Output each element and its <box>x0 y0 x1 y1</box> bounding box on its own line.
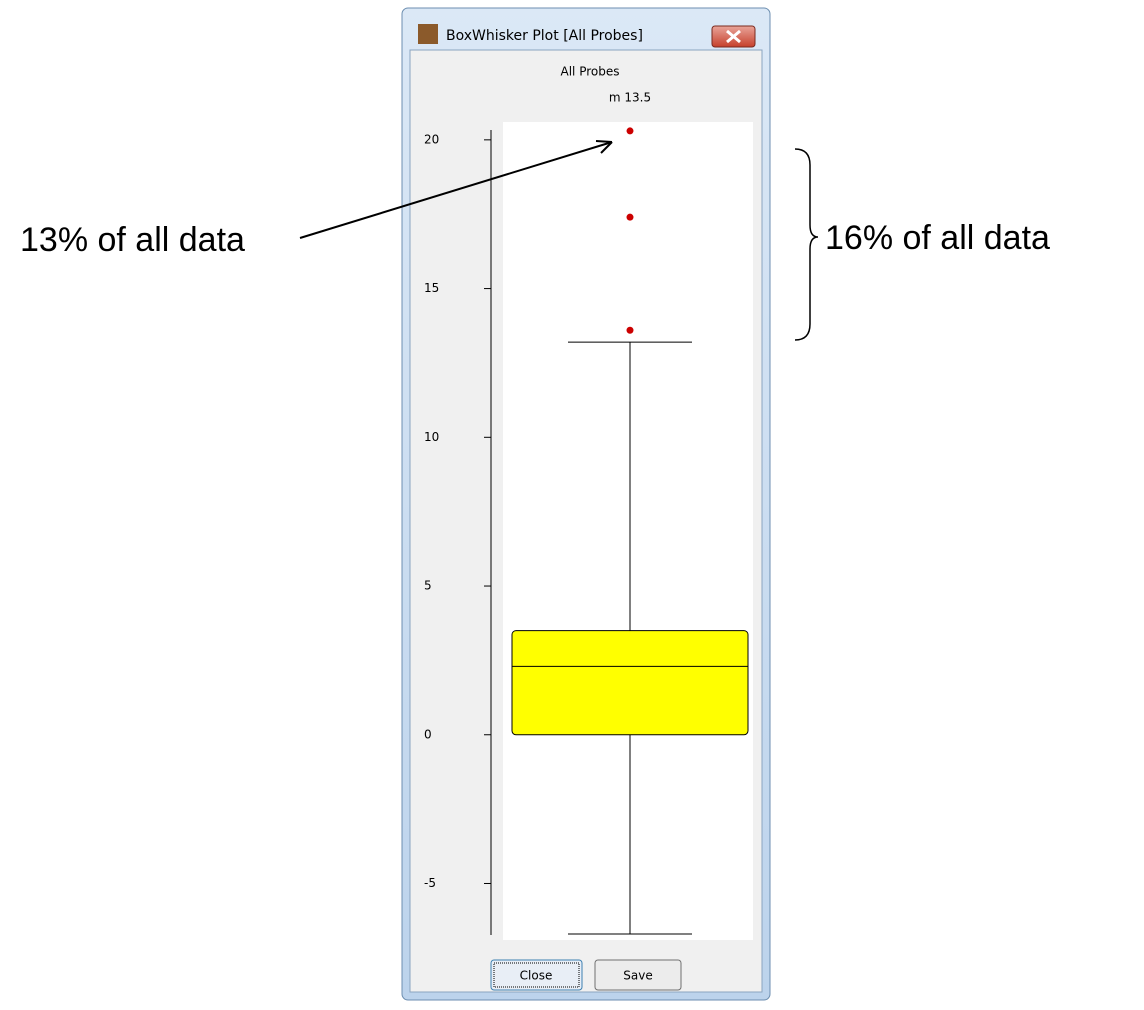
button-label[interactable]: Save <box>623 969 652 983</box>
close-window-button[interactable] <box>711 25 756 48</box>
y-tick-label: 5 <box>424 579 432 593</box>
annotation-bracket <box>794 148 819 341</box>
button-label[interactable]: Close <box>520 969 553 983</box>
window-title: BoxWhisker Plot [All Probes] <box>446 28 643 44</box>
y-tick-label: 0 <box>424 727 432 741</box>
chart-title: All Probes <box>561 65 620 79</box>
y-tick-label: 20 <box>424 132 439 146</box>
y-tick-label: -5 <box>424 876 436 890</box>
app-icon <box>418 24 438 44</box>
outlier <box>626 127 634 135</box>
chart-subtitle: m 13.5 <box>609 91 651 105</box>
outlier <box>626 326 634 334</box>
y-tick-label: 10 <box>424 430 439 444</box>
arrow-head <box>595 140 613 154</box>
outlier <box>626 213 634 221</box>
box <box>511 630 749 736</box>
annotation: 16% of all data <box>825 219 1050 257</box>
close-button[interactable]: Close <box>490 959 583 991</box>
save-button[interactable]: Save <box>594 959 682 991</box>
annotation: 13% of all data <box>20 221 245 259</box>
y-tick-label: 15 <box>424 281 439 295</box>
plot-area <box>503 122 753 940</box>
annotation-arrow <box>299 141 613 239</box>
